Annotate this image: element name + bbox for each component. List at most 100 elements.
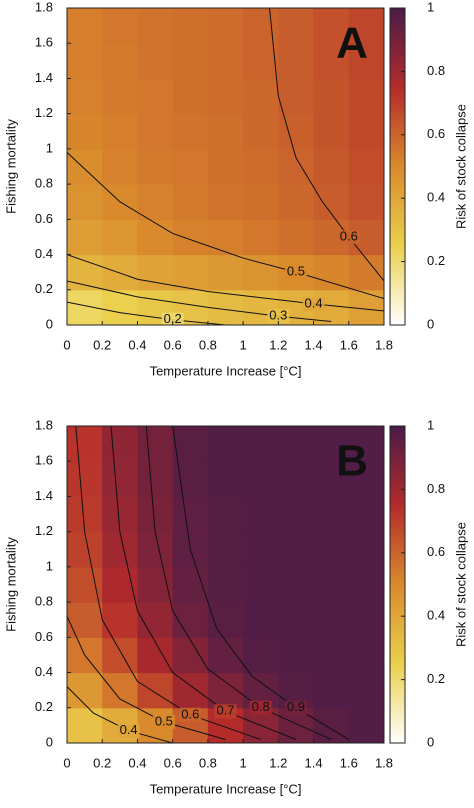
heat-cell bbox=[243, 184, 279, 220]
x-axis-label: Temperature Increase [°C] bbox=[150, 363, 302, 378]
heat-cell bbox=[67, 43, 103, 80]
heat-cell bbox=[243, 496, 279, 533]
contour-line bbox=[67, 280, 332, 322]
heat-cell bbox=[137, 566, 174, 603]
heat-cell bbox=[278, 43, 315, 80]
plot-frame bbox=[66, 7, 385, 326]
heat-cell bbox=[67, 219, 103, 256]
colorbar-label: Risk of stock collapse bbox=[453, 104, 468, 229]
contour-label: 0.9 bbox=[287, 699, 305, 714]
y-tick-label: 1.6 bbox=[35, 453, 53, 468]
heat-cell bbox=[137, 8, 174, 44]
heat-cell bbox=[313, 8, 350, 44]
contour-label: 0.5 bbox=[287, 264, 305, 279]
heat-cell bbox=[243, 461, 279, 498]
heat-cell bbox=[243, 426, 279, 462]
heat-cell bbox=[67, 566, 103, 603]
heat-cell bbox=[172, 148, 209, 185]
colorbar-tick-label: 0.6 bbox=[427, 544, 445, 559]
heat-cell bbox=[137, 602, 174, 638]
heat-cell bbox=[137, 531, 174, 568]
heat-cell bbox=[348, 426, 384, 462]
heat-cell bbox=[137, 637, 174, 674]
colorbar-tick-label: 0.8 bbox=[427, 481, 445, 496]
contour-line bbox=[67, 254, 384, 312]
plot-frame bbox=[66, 425, 385, 744]
heat-cell bbox=[102, 8, 139, 44]
heat-cell bbox=[348, 566, 384, 603]
colorbar-tick-label: 0.6 bbox=[427, 126, 445, 141]
colorbar-tick-label: 1 bbox=[427, 417, 434, 432]
heat-cell bbox=[102, 148, 139, 185]
contour-line bbox=[75, 426, 261, 740]
heat-cell bbox=[67, 531, 103, 568]
colorbar-label: Risk of stock collapse bbox=[453, 522, 468, 647]
heat-cell bbox=[348, 289, 384, 325]
y-tick-label: 1.8 bbox=[35, 417, 53, 432]
contour-label: 0.5 bbox=[155, 713, 173, 728]
heat-cell bbox=[313, 148, 350, 185]
heat-cell bbox=[313, 531, 350, 568]
x-tick-label: 1.2 bbox=[269, 337, 287, 352]
contour-line bbox=[110, 426, 297, 740]
contour-line bbox=[269, 8, 384, 282]
heat-cell bbox=[137, 461, 174, 498]
x-tick-label: 1.8 bbox=[375, 755, 393, 770]
heat-cell bbox=[207, 254, 244, 291]
x-tick-label: 0.8 bbox=[199, 755, 217, 770]
heat-cell bbox=[313, 496, 350, 533]
y-tick-label: 1.6 bbox=[35, 35, 53, 50]
heat-cell bbox=[67, 707, 103, 743]
colorbar-tick-label: 0 bbox=[427, 316, 434, 331]
heat-cell bbox=[137, 672, 174, 709]
heat-cell bbox=[348, 8, 384, 44]
heat-cell bbox=[278, 8, 315, 44]
heat-cell bbox=[67, 426, 103, 462]
heat-cell bbox=[137, 496, 174, 533]
x-tick-label: 1.6 bbox=[340, 337, 358, 352]
heat-cell bbox=[207, 461, 244, 498]
heat-cell bbox=[348, 148, 384, 185]
colorbar-tick-label: 0.2 bbox=[427, 671, 445, 686]
y-tick-label: 0.8 bbox=[35, 176, 53, 191]
x-tick-label: 1.4 bbox=[305, 337, 323, 352]
heat-cell bbox=[243, 531, 279, 568]
heat-cell bbox=[67, 672, 103, 709]
x-tick-label: 0.4 bbox=[128, 337, 146, 352]
heat-cell bbox=[102, 426, 139, 462]
colorbar-tick-label: 0.4 bbox=[427, 608, 445, 623]
x-tick-label: 0.2 bbox=[93, 337, 111, 352]
colorbar-tick-label: 0.4 bbox=[427, 190, 445, 205]
heat-cell bbox=[102, 113, 139, 150]
y-tick-label: 1.4 bbox=[35, 70, 53, 85]
heat-cell bbox=[172, 8, 209, 44]
heat-cell bbox=[172, 637, 209, 674]
heat-cell bbox=[67, 602, 103, 638]
heat-cell bbox=[207, 289, 244, 325]
heat-cell bbox=[67, 113, 103, 150]
heat-cell bbox=[172, 672, 209, 709]
colorbar bbox=[389, 7, 406, 326]
heat-cell bbox=[67, 289, 103, 325]
heat-cell bbox=[207, 43, 244, 80]
y-tick-label: 1.8 bbox=[35, 0, 53, 14]
heat-cell bbox=[313, 637, 350, 674]
heat-cell bbox=[278, 461, 315, 498]
y-tick-label: 0.2 bbox=[35, 699, 53, 714]
heat-cell bbox=[313, 672, 350, 709]
x-tick-label: 1.2 bbox=[269, 755, 287, 770]
heat-cell bbox=[207, 426, 244, 462]
heat-cell bbox=[207, 637, 244, 674]
heat-cell bbox=[102, 496, 139, 533]
heat-cell bbox=[137, 78, 174, 115]
panel-label: A bbox=[336, 19, 368, 68]
heat-cell bbox=[313, 254, 350, 291]
panel-label: B bbox=[336, 437, 368, 486]
heat-cell bbox=[243, 637, 279, 674]
colorbar-tick-label: 1 bbox=[427, 0, 434, 14]
x-tick-label: 1 bbox=[239, 337, 246, 352]
x-tick-label: 0 bbox=[63, 755, 70, 770]
heat-cell bbox=[102, 254, 139, 291]
heat-cell bbox=[313, 566, 350, 603]
